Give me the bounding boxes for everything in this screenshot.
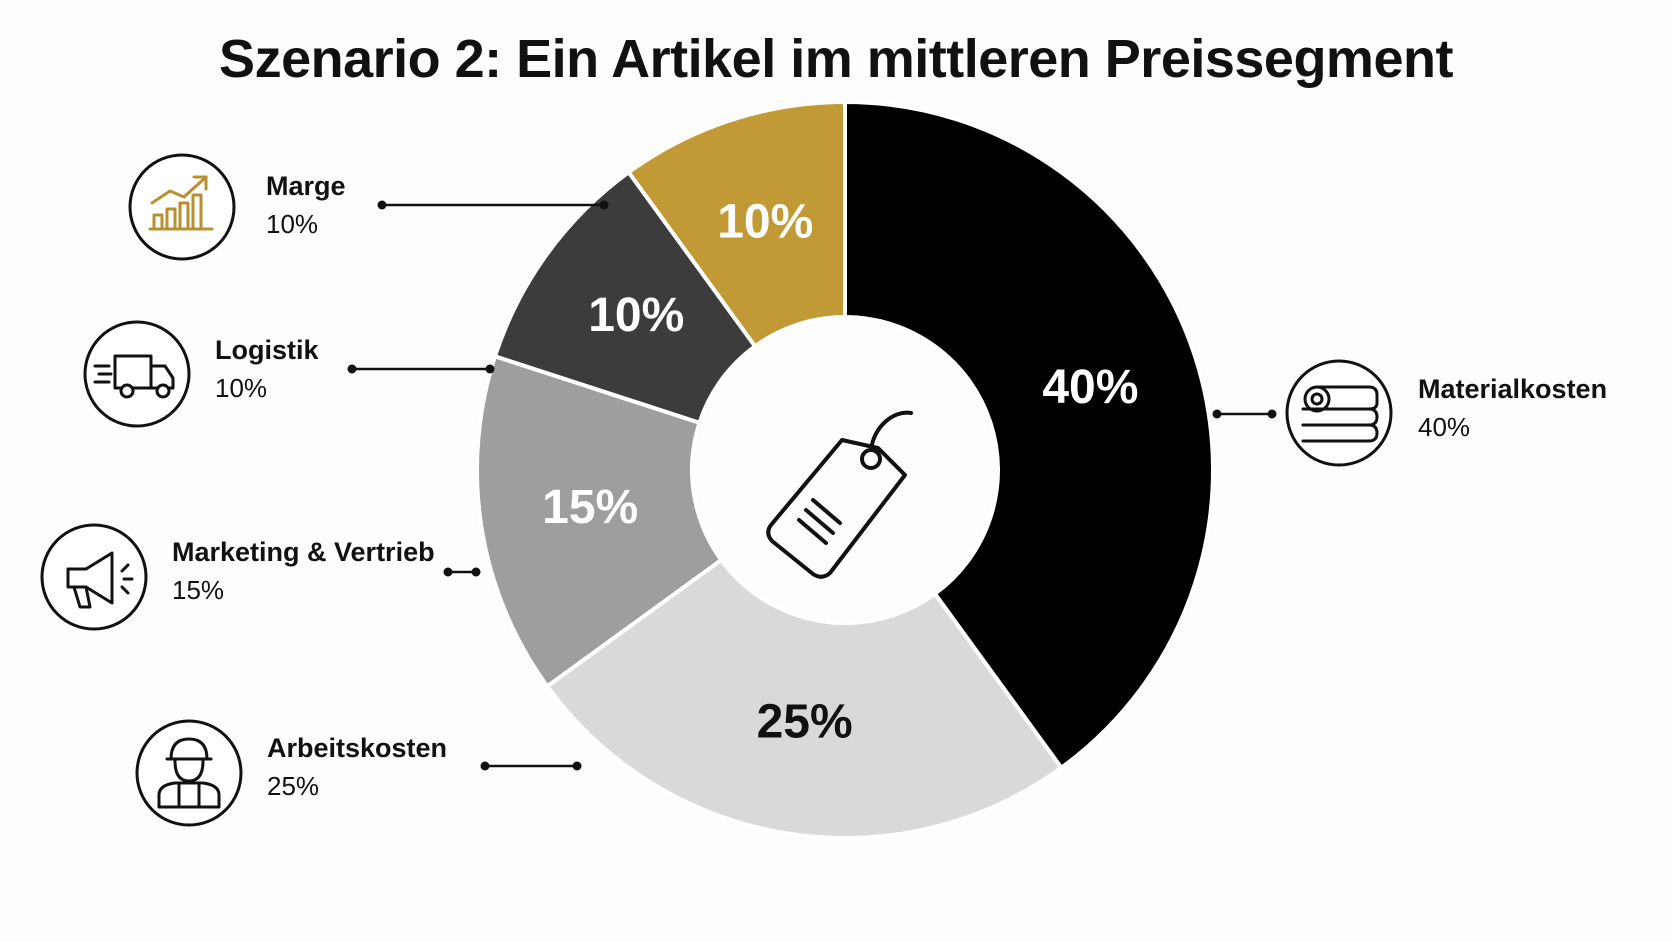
leader-dot [572,761,582,771]
legend-value: 25% [267,771,319,801]
legend-item-materialkosten: Materialkosten 40% [1212,359,1607,467]
slice-materialkosten [843,99,1215,771]
leader-dot [485,364,495,374]
leader-dot [377,200,387,210]
slice-label-materialkosten: 40% [1042,361,1138,414]
legend-item-marge: Marge 10% [128,153,609,261]
leader-dot [347,364,357,374]
growth-chart-icon [148,175,214,231]
legend-icon-circle [128,153,236,261]
chart-title: Szenario 2: Ein Artikel im mittleren Pre… [219,29,1453,89]
leader-dot [480,761,490,771]
slice-marge [625,99,847,350]
slice-label-logistik: 10% [588,289,684,342]
legend-icon-circle [40,523,148,631]
legend-label: Arbeitskosten [267,733,447,763]
fabric-rolls-icon [1301,385,1379,443]
worker-icon [157,737,221,809]
legend-item-logistik: Logistik 10% [83,320,495,428]
price-tag-icon [766,410,913,579]
slice-label-arbeitskosten: 25% [757,695,853,748]
slice-label-marge: 10% [717,195,813,248]
legend-label: Marketing & Vertrieb [172,537,435,567]
legend-value: 10% [266,209,318,239]
legend-label: Materialkosten [1418,374,1607,404]
legend-icon-circle [135,719,243,827]
legend-item-arbeitskosten: Arbeitskosten 25% [135,719,582,827]
leader-dot [1267,409,1277,419]
legend-value: 15% [172,575,224,605]
megaphone-icon [66,551,134,609]
slice-arbeitskosten [544,557,1065,840]
leader-dot [443,567,453,577]
slice-marketing-vertrieb [475,353,725,690]
slice-label-marketing-vertrieb: 15% [542,481,638,534]
leader-dot [1212,409,1222,419]
legend-value: 40% [1418,412,1470,442]
legend-item-marketing-vertrieb: Marketing & Vertrieb 15% [40,523,481,631]
leader-dot [599,200,609,210]
leader-dot [471,567,481,577]
legend-value: 10% [215,373,267,403]
legend-label: Marge [266,171,346,201]
truck-icon [93,354,175,399]
legend-icon-circle [83,320,191,428]
legend-label: Logistik [215,335,319,365]
slice-logistik [492,169,758,426]
